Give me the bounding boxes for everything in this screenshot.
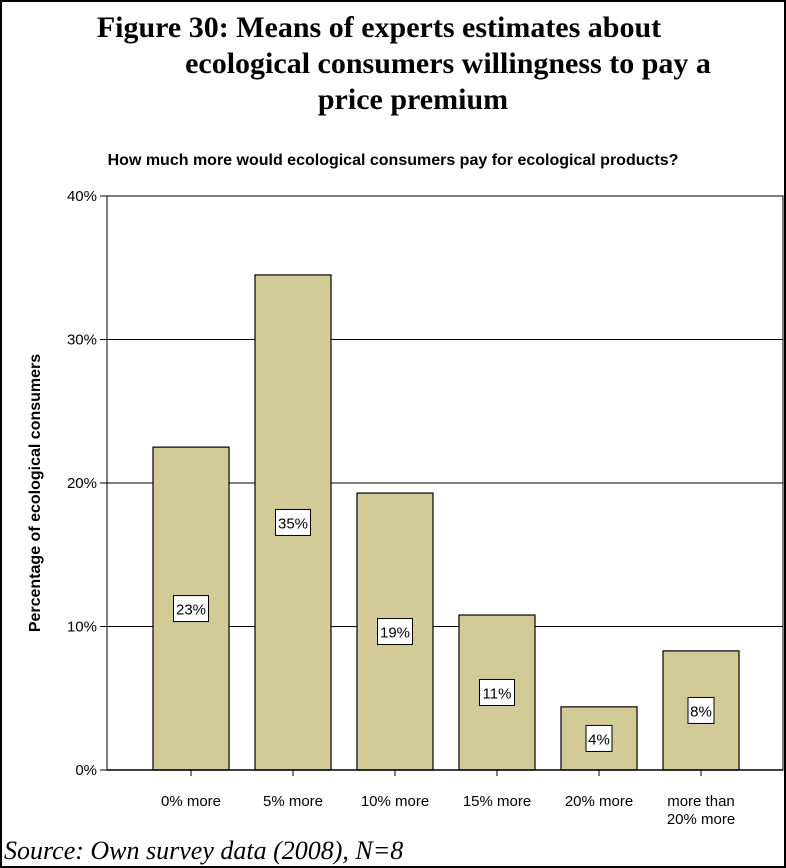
y-axis-label: Percentage of ecological consumers [27, 354, 44, 632]
data-label-box [377, 618, 413, 646]
y-tick-label: 10% [67, 619, 97, 636]
x-tick-label-line: 15% more [463, 793, 531, 810]
data-label: 11% [483, 686, 512, 703]
y-tick-label: 20% [67, 475, 97, 492]
y-tick-label: 40% [67, 188, 97, 205]
x-tick-label: 10% more [361, 793, 429, 810]
x-tick-label-line: 10% more [361, 793, 429, 810]
x-tick-label-line: more than [667, 793, 735, 810]
data-label-box [687, 696, 715, 724]
x-tick-label-line: 5% more [263, 793, 323, 810]
x-tick-label: 15% more [463, 793, 531, 810]
data-label-box [479, 679, 515, 707]
chart-title: How much more would ecological consumers… [107, 152, 679, 169]
figure-title-line-2: ecological consumers willingness to pay … [185, 47, 711, 80]
x-tick-label: 5% more [263, 793, 323, 810]
data-label: 35% [278, 515, 308, 532]
x-tick-label-line: 0% more [161, 793, 221, 810]
source-note: Source: Own survey data (2008), N=8 [4, 836, 404, 865]
bar [560, 706, 638, 771]
data-label: 19% [380, 625, 410, 642]
x-tick-label-line: 20% more [667, 811, 735, 828]
x-tick-label: 20% more [565, 793, 633, 810]
data-label: 8% [690, 703, 712, 720]
figure-title-line-1: Figure 30: Means of experts estimates ab… [96, 11, 662, 44]
x-tick-label: 0% more [161, 793, 221, 810]
data-label-box [585, 724, 613, 752]
figure-title-line-3: price premium [317, 83, 509, 116]
y-tick-label: 0% [75, 762, 97, 779]
data-label: 23% [176, 602, 206, 619]
figure-title: Figure 30: Means of experts estimates ab… [0, 10, 786, 118]
data-label-box [275, 508, 311, 536]
data-label: 4% [588, 731, 610, 748]
y-tick-label: 30% [67, 332, 97, 349]
x-tick-label: more than 20% more [667, 793, 735, 828]
x-tick-label-line: 20% more [565, 793, 633, 810]
data-label-box [173, 595, 209, 623]
